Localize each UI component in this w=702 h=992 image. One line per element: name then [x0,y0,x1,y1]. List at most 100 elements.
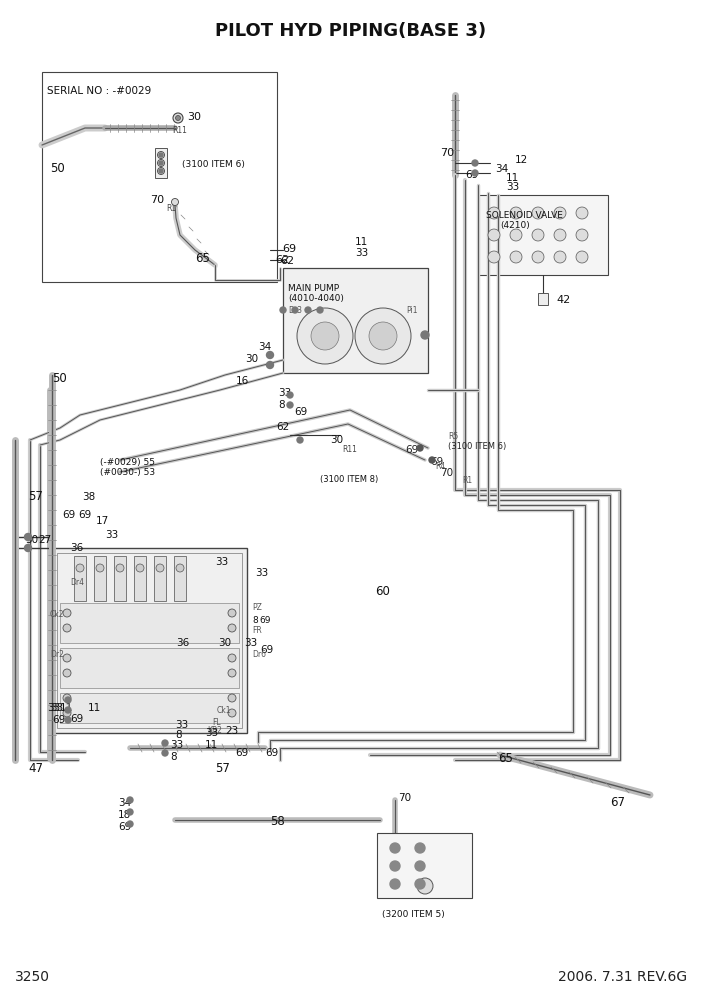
Text: 30: 30 [245,354,258,364]
Bar [174,556,186,601]
Text: FR: FR [252,626,262,635]
Circle shape [292,307,298,313]
Circle shape [554,251,566,263]
Text: 70: 70 [398,793,411,803]
Text: FL: FL [212,718,220,727]
Circle shape [390,843,400,853]
Text: 34: 34 [495,164,508,174]
Circle shape [136,564,144,572]
Bar [134,556,146,601]
Circle shape [63,694,71,702]
Circle shape [554,207,566,219]
Circle shape [390,879,400,889]
Text: 33: 33 [50,703,63,713]
Text: 69: 69 [260,645,273,655]
Text: 69: 69 [52,715,65,725]
Text: 69: 69 [259,616,270,625]
Text: 8: 8 [175,730,182,740]
Circle shape [417,445,423,451]
Text: PILOT HYD PIPING(BASE 3): PILOT HYD PIPING(BASE 3) [216,22,486,40]
Text: 69: 69 [70,714,84,724]
Text: 18: 18 [118,810,131,820]
Circle shape [488,207,500,219]
Circle shape [65,707,71,713]
Text: 69: 69 [78,510,91,520]
Circle shape [510,251,522,263]
Text: 17: 17 [96,516,110,526]
Text: R1: R1 [166,204,176,213]
Text: 11: 11 [205,740,218,750]
Text: 16: 16 [236,376,249,386]
Text: 60: 60 [375,585,390,598]
Text: 70: 70 [440,148,454,158]
Circle shape [96,564,104,572]
Circle shape [228,709,236,717]
Text: (3100 ITEM 6): (3100 ITEM 6) [448,442,506,451]
Circle shape [390,861,400,871]
Text: 34: 34 [258,342,271,352]
Text: 3250: 3250 [15,970,50,984]
Circle shape [532,251,544,263]
Circle shape [228,609,236,617]
Text: 57: 57 [215,762,230,775]
Text: 57: 57 [28,490,43,503]
Bar [42,72,277,282]
Bar [283,268,428,373]
Text: 50: 50 [52,372,67,385]
Circle shape [554,229,566,241]
Circle shape [421,331,429,339]
Text: 11: 11 [88,703,101,713]
Text: 67: 67 [610,796,625,809]
Circle shape [116,564,124,572]
Circle shape [76,564,84,572]
Text: 42: 42 [556,295,570,305]
Circle shape [228,694,236,702]
Circle shape [472,160,478,166]
Text: 11: 11 [60,703,73,713]
Circle shape [532,207,544,219]
Text: 33: 33 [175,720,188,730]
Text: (4010-4040): (4010-4040) [288,294,344,303]
Text: 69: 69 [405,445,418,455]
Text: Dr4: Dr4 [70,578,84,587]
Circle shape [157,168,164,175]
Text: 33: 33 [205,728,218,738]
Text: Dr6: Dr6 [252,650,266,659]
Circle shape [63,709,71,717]
Text: (-#0029) 55: (-#0029) 55 [100,458,155,467]
Circle shape [369,322,397,350]
Text: R1: R1 [462,476,472,485]
Text: (#0030-) 53: (#0030-) 53 [100,468,155,477]
Text: 65: 65 [498,752,513,765]
Text: 33: 33 [215,557,228,567]
Circle shape [162,750,168,756]
Text: 69: 69 [62,510,75,520]
Text: 8: 8 [252,616,258,625]
Text: 23: 23 [225,726,238,736]
Circle shape [355,308,411,364]
Circle shape [532,229,544,241]
Text: Dr3: Dr3 [288,306,302,315]
Circle shape [127,797,133,803]
Text: Dr2: Dr2 [50,650,64,659]
Bar [94,556,106,601]
Circle shape [176,564,184,572]
Circle shape [297,437,303,443]
Circle shape [63,654,71,662]
Text: 11: 11 [506,173,519,183]
Text: (3100 ITEM 8): (3100 ITEM 8) [320,475,378,484]
Bar [60,693,239,723]
Circle shape [280,307,286,313]
Text: 62: 62 [280,256,294,266]
Circle shape [311,322,339,350]
Circle shape [63,609,71,617]
Text: 50: 50 [50,162,65,175]
Text: 69: 69 [465,170,478,180]
Bar [478,195,608,275]
Text: 58: 58 [270,815,285,828]
Circle shape [162,740,168,746]
Text: 69: 69 [235,748,249,758]
Text: 38: 38 [82,492,95,502]
Circle shape [176,115,180,120]
Circle shape [159,153,163,157]
